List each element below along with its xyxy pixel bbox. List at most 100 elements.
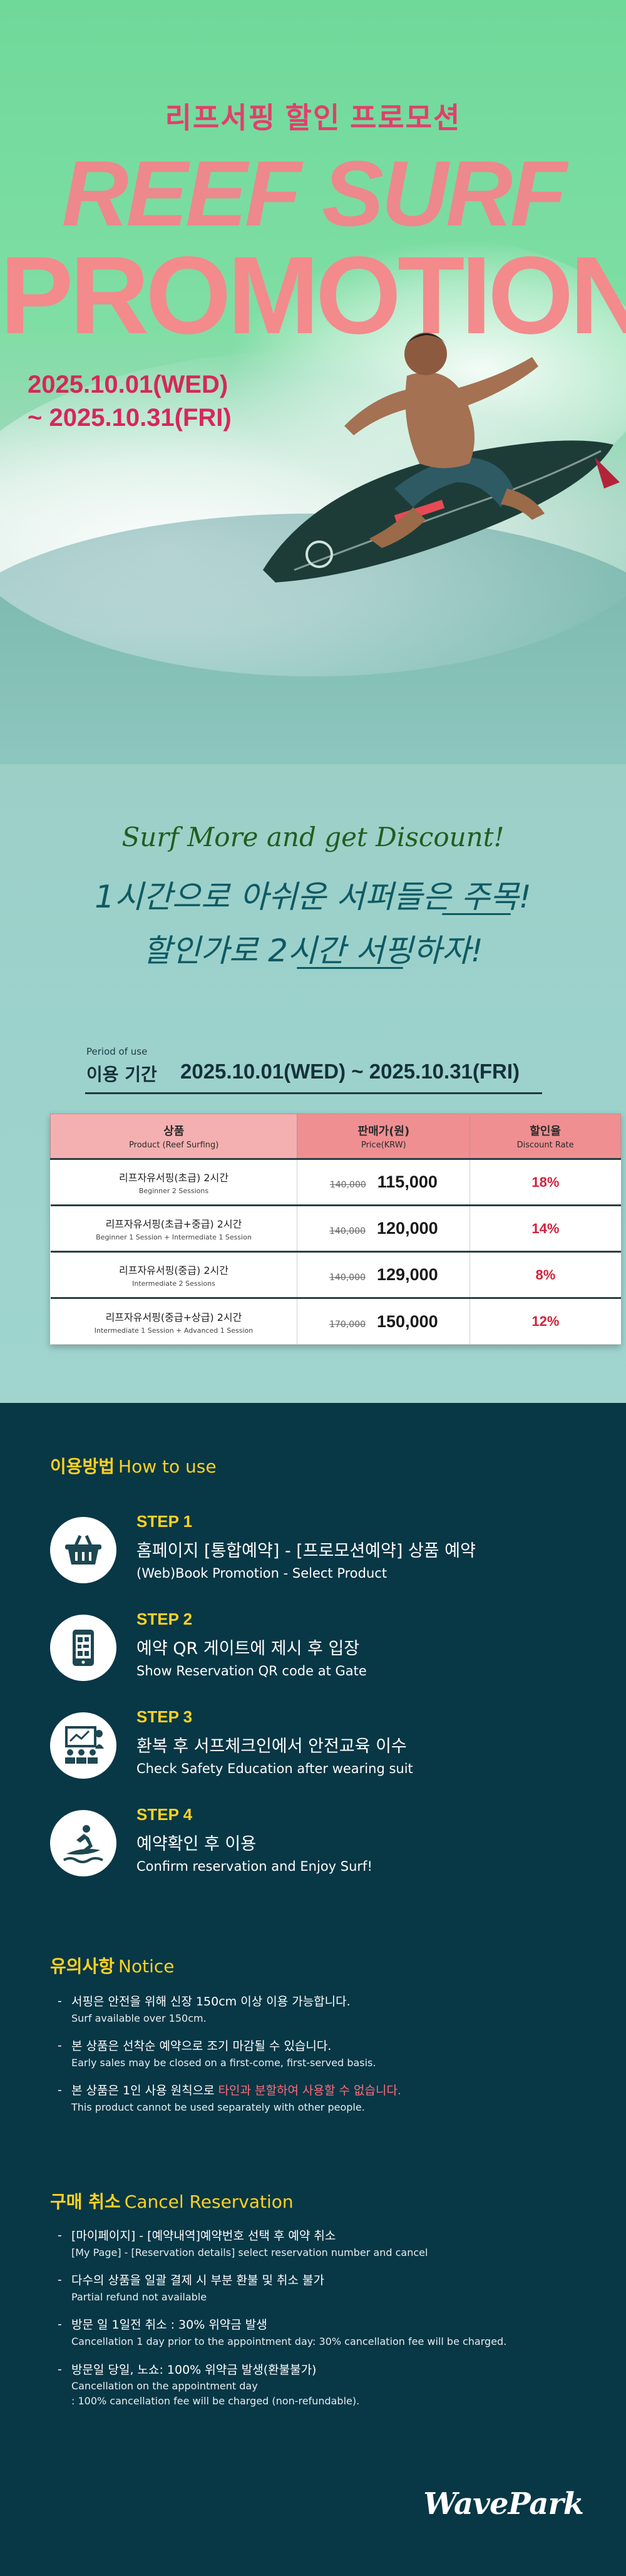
step-desc-ko: 홈페이지 [통합예약] - [프로모션예약] 상품 예약: [136, 1541, 476, 1561]
list-item: 본 상품은 선착순 예약으로 조기 마감될 수 있습니다. Early sale…: [58, 2039, 577, 2069]
list-item: 본 상품은 1인 사용 원칙으로 타인과 분할하여 사용할 수 없습니다. Th…: [58, 2083, 577, 2114]
notice-heading-ko: 유의사항: [50, 1956, 115, 1977]
howto-heading-ko: 이용방법: [50, 1456, 115, 1477]
step-4: STEP 4 예약확인 후 이용 Confirm reservation and…: [50, 1805, 588, 1880]
header-product: 상품 Product (Reef Surfing): [49, 1114, 298, 1159]
slogan-korean-line1: 1시간으로 아쉬운 서퍼들은 주목!: [95, 879, 531, 915]
price-cell: 140,000 120,000: [297, 1204, 471, 1252]
list-item: [마이페이지] - [예약내역]예약번호 선택 후 예약 취소 [My Page…: [58, 2228, 577, 2259]
period-value: 2025.10.01(WED) ~ 2025.10.31(FRI): [180, 1060, 520, 1083]
original-price: 140,000: [329, 1180, 366, 1190]
cancel-heading-en: Cancel Reservation: [124, 2191, 294, 2212]
step-desc-ko: 환복 후 서프체크인에서 안전교육 이수: [136, 1737, 407, 1756]
step-desc-en: Show Reservation QR code at Gate: [136, 1663, 367, 1679]
cancel-heading: 구매 취소 Cancel Reservation: [50, 2188, 294, 2213]
step-number: STEP 3: [136, 1707, 193, 1726]
basket-icon: [50, 1517, 116, 1583]
product-desc: Intermediate 1 Session + Advanced 1 Sess…: [94, 1326, 254, 1335]
education-icon: [50, 1712, 116, 1779]
surfer-icon: [50, 1810, 116, 1876]
price-cell: 140,000 115,000: [297, 1158, 471, 1206]
cancel-list: [마이페이지] - [예약내역]예약번호 선택 후 예약 취소 [My Page…: [58, 2228, 577, 2422]
step-1: STEP 1 홈페이지 [통합예약] - [프로모션예약] 상품 예약 (Web…: [50, 1512, 588, 1587]
step-3: STEP 3 환복 후 서프체크인에서 안전교육 이수 Check Safety…: [50, 1707, 588, 1782]
wavepark-logo: WavePark: [423, 2486, 584, 2522]
product-desc: Beginner 2 Sessions: [138, 1187, 209, 1195]
period-label-en: Period of use: [86, 1046, 148, 1057]
howto-heading: 이용방법 How to use: [50, 1453, 217, 1478]
step-desc-en: Check Safety Education after wearing sui…: [136, 1761, 413, 1776]
discount-rate: 18%: [531, 1174, 560, 1190]
hero-big-title-line2: PROMOTION: [0, 234, 626, 357]
hero-title: 리프서핑 할인 프로모션: [165, 101, 461, 134]
slogan-english: Surf More and get Discount!: [121, 822, 505, 852]
step-desc-ko: 예약확인 후 이용: [136, 1834, 257, 1854]
product-name: 리프자유서핑(중급+상급) 2시간: [105, 1311, 242, 1323]
rate-cell: 12%: [470, 1297, 621, 1345]
step-number: STEP 1: [136, 1512, 193, 1531]
step-2: STEP 2 예약 QR 게이트에 제시 후 입장 Show Reservati…: [50, 1610, 588, 1685]
product-name: 리프자유서핑(중급) 2시간: [119, 1265, 228, 1276]
sale-price: 120,000: [377, 1219, 438, 1238]
discount-rate: 14%: [531, 1220, 560, 1236]
product-name: 리프자유서핑(초급+중급) 2시간: [105, 1218, 242, 1230]
sale-price: 129,000: [377, 1265, 438, 1284]
product-name: 리프자유서핑(초급) 2시간: [119, 1172, 228, 1184]
original-price: 170,000: [329, 1319, 366, 1330]
price-table: 상품 Product (Reef Surfing) 판매가(원) Price(K…: [49, 1114, 621, 1345]
sale-price: 150,000: [377, 1311, 438, 1331]
slogan-korean-line2: 할인가로 2시간 서핑하자!: [143, 933, 483, 969]
slogan-underline: [442, 913, 511, 915]
price-cell: 170,000 150,000: [297, 1297, 471, 1345]
product-desc: Beginner 1 Session + Intermediate 1 Sess…: [96, 1233, 252, 1241]
original-price: 140,000: [329, 1273, 366, 1283]
list-item: 방문 일 1일전 취소 : 30% 위약금 발생 Cancellation 1 …: [58, 2317, 577, 2348]
table-row: 리프자유서핑(초급+중급) 2시간 Beginner 1 Session + In…: [50, 1204, 621, 1252]
product-desc: Intermediate 2 Sessions: [132, 1280, 215, 1288]
hero-date-start: 2025.10.01(WED): [28, 371, 228, 398]
rate-cell: 18%: [470, 1158, 621, 1206]
product-cell: 리프자유서핑(중급+상급) 2시간 Intermediate 1 Session …: [50, 1297, 297, 1345]
step-desc-en: Confirm reservation and Enjoy Surf!: [136, 1859, 372, 1874]
original-price: 140,000: [329, 1226, 366, 1236]
price-table-header: 상품 Product (Reef Surfing) 판매가(원) Price(K…: [49, 1114, 621, 1159]
slogan-underline-2: [297, 967, 403, 969]
period-divider: [85, 1092, 542, 1094]
list-item: 서핑은 안전을 위해 신장 150cm 이상 이용 가능합니다. Surf av…: [58, 1994, 577, 2025]
table-row: 리프자유서핑(초급) 2시간 Beginner 2 Sessions 140,00…: [50, 1158, 621, 1206]
product-cell: 리프자유서핑(초급) 2시간 Beginner 2 Sessions: [50, 1158, 297, 1206]
list-item: 방문일 당일, 노쇼: 100% 위약금 발생(환불불가) Cancellati…: [58, 2362, 577, 2408]
notice-list: 서핑은 안전을 위해 신장 150cm 이상 이용 가능합니다. Surf av…: [58, 1994, 577, 2128]
cancel-heading-ko: 구매 취소: [50, 2191, 121, 2212]
hero-overlay: 리프서핑 할인 프로모션 REEF SURF PROMOTION 2025.10…: [0, 101, 626, 1345]
discount-rate: 8%: [535, 1266, 556, 1283]
discount-rate: 12%: [531, 1313, 560, 1329]
hero-date-range: 2025.10.01(WED) ~ 2025.10.31(FRI): [28, 368, 232, 435]
qr-phone-icon: [50, 1615, 116, 1681]
table-row: 리프자유서핑(중급) 2시간 Intermediate 2 Sessions 14…: [50, 1251, 621, 1298]
notice-heading-en: Notice: [118, 1956, 175, 1977]
list-item: 다수의 상품을 일괄 결제 시 부분 환불 및 취소 불가 Partial re…: [58, 2273, 577, 2304]
header-price: 판매가(원) Price(KRW): [297, 1114, 471, 1159]
hero-date-end: ~ 2025.10.31(FRI): [28, 403, 232, 432]
period-label-ko: 이용 기간: [86, 1064, 157, 1085]
wave-foam: [0, 351, 626, 676]
highlighted-warning: 타인과 분할하여 사용할 수 없습니다.: [218, 2084, 401, 2098]
step-number: STEP 2: [136, 1610, 193, 1628]
hero-big-title-line1: REEF SURF: [61, 142, 567, 246]
table-row: 리프자유서핑(중급+상급) 2시간 Intermediate 1 Session …: [50, 1297, 621, 1345]
step-desc-ko: 예약 QR 게이트에 제시 후 입장: [136, 1639, 360, 1658]
step-number: STEP 4: [136, 1805, 193, 1824]
price-cell: 140,000 129,000: [297, 1251, 471, 1298]
notice-heading: 유의사항 Notice: [50, 1953, 175, 1978]
sale-price: 115,000: [377, 1172, 438, 1191]
rate-cell: 8%: [470, 1251, 621, 1298]
header-discount-rate: 할인율 Discount Rate: [470, 1114, 621, 1159]
product-cell: 리프자유서핑(초급+중급) 2시간 Beginner 1 Session + In…: [50, 1204, 297, 1252]
step-desc-en: (Web)Book Promotion - Select Product: [136, 1566, 387, 1581]
product-cell: 리프자유서핑(중급) 2시간 Intermediate 2 Sessions: [50, 1251, 297, 1298]
surfer-illustration: [263, 333, 620, 582]
howto-heading-en: How to use: [118, 1456, 217, 1477]
rate-cell: 14%: [470, 1204, 621, 1252]
